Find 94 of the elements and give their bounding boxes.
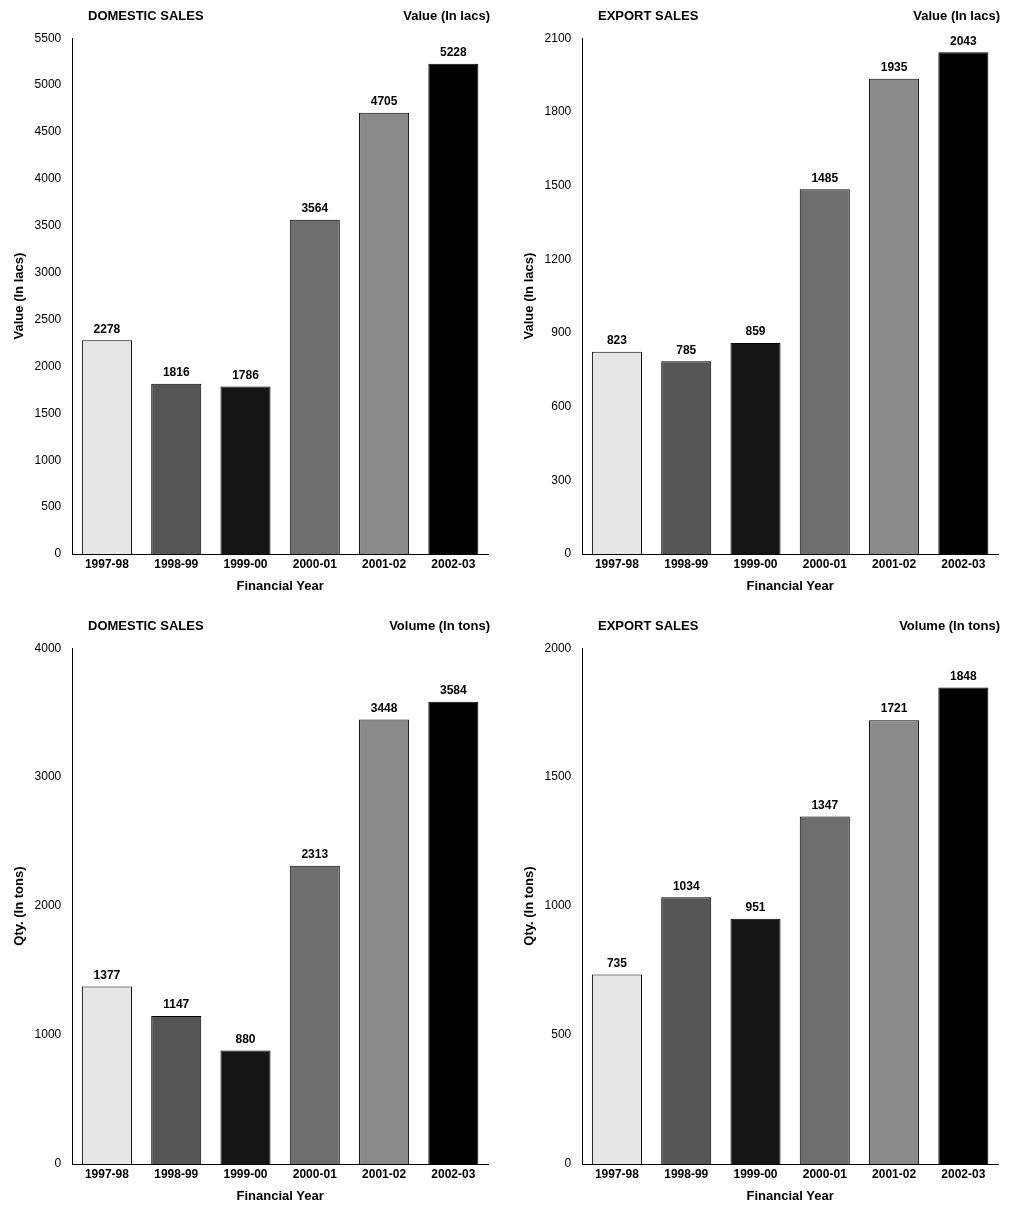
x-tick-label: 1999-00: [223, 1166, 268, 1181]
data-label: 4705: [370, 94, 398, 109]
y-tick-label: 300: [551, 472, 572, 487]
chart-title: EXPORT SALES: [598, 618, 699, 635]
y-axis-title: Qty. (In tons): [521, 866, 537, 946]
data-label: 1935: [880, 60, 908, 75]
y-tick-label: 0: [564, 1156, 572, 1171]
y-tick-label: 4500: [34, 124, 62, 139]
x-tick-label: 1998-99: [154, 1166, 199, 1181]
data-label: 3584: [440, 683, 468, 698]
y-tick-label: 900: [551, 325, 572, 340]
y-tick-label: 3000: [34, 769, 62, 784]
y-tick-label: 2000: [34, 358, 62, 373]
y-tick-label: 2500: [34, 311, 62, 326]
data-label: 1147: [163, 997, 190, 1012]
data-label: 1721: [880, 701, 908, 716]
y-tick-label: 2000: [34, 898, 62, 913]
x-tick-label: 2002-03: [431, 1166, 476, 1181]
x-tick-label: 2001-02: [362, 556, 407, 571]
data-label: 2043: [950, 33, 978, 48]
x-tick-label: 2001-02: [872, 556, 917, 571]
y-tick-label: 1500: [544, 769, 572, 784]
chart-subtitle: Value (In lacs): [403, 8, 490, 25]
chart-subtitle: Volume (In tons): [899, 618, 1000, 635]
chart-title: EXPORT SALES: [598, 8, 699, 25]
data-label: 1848: [950, 668, 978, 683]
y-tick-label: 1000: [34, 452, 62, 467]
y-tick-label: 0: [54, 1156, 62, 1171]
data-label: 1347: [811, 797, 839, 812]
x-axis-title: Financial Year: [236, 577, 324, 593]
x-axis-title: Financial Year: [746, 1187, 834, 1203]
chart-subtitle: Volume (In tons): [389, 618, 490, 635]
data-label: 735: [606, 955, 628, 970]
y-tick-label: 500: [41, 499, 62, 514]
y-tick-label: 1500: [34, 405, 62, 420]
y-tick-label: 2100: [544, 30, 572, 45]
x-tick-label: 2002-03: [941, 1166, 986, 1181]
data-label: 785: [676, 342, 697, 357]
y-tick-label: 0: [564, 546, 572, 561]
data-label: 880: [235, 1031, 256, 1046]
data-label: 823: [606, 333, 628, 348]
y-tick-label: 3500: [34, 218, 62, 233]
data-label: 859: [745, 324, 766, 339]
y-tick-label: 1000: [544, 898, 572, 913]
data-label: 2313: [301, 847, 329, 862]
x-tick-label: 1998-99: [154, 556, 199, 571]
data-label: 1816: [162, 365, 190, 379]
y-tick-label: 1800: [544, 104, 572, 119]
x-tick-label: 2001-02: [872, 1166, 917, 1181]
y-tick-label: 3000: [34, 264, 62, 279]
x-tick-label: 1999-00: [733, 556, 778, 571]
y-tick-label: 4000: [34, 171, 62, 186]
y-tick-label: 5000: [34, 77, 62, 92]
x-tick-label: 1997-98: [594, 1166, 640, 1181]
y-axis-title: Qty. (In tons): [11, 866, 27, 946]
data-label: 1786: [232, 367, 260, 382]
x-tick-label: 2001-02: [362, 1166, 407, 1181]
y-tick-label: 600: [551, 398, 572, 413]
y-axis-title: Value (In lacs): [11, 252, 27, 340]
y-tick-label: 2000: [544, 640, 572, 655]
chart-title: DOMESTIC SALES: [88, 618, 204, 635]
x-tick-label: 2000-01: [292, 556, 338, 571]
x-tick-label: 1999-00: [223, 556, 268, 571]
x-tick-label: 1999-00: [733, 1166, 778, 1181]
y-tick-label: 4000: [34, 640, 62, 655]
chart-title: DOMESTIC SALES: [88, 8, 204, 25]
y-tick-label: 500: [551, 1027, 572, 1042]
x-tick-label: 2002-03: [941, 556, 986, 571]
data-label: 1377: [93, 967, 121, 982]
x-tick-label: 1997-98: [84, 556, 130, 571]
x-tick-label: 1997-98: [594, 556, 640, 571]
x-axis-title: Financial Year: [746, 577, 834, 593]
x-tick-label: 2000-01: [802, 1166, 848, 1181]
y-tick-label: 1000: [34, 1027, 62, 1042]
data-label: 951: [745, 900, 766, 915]
y-tick-label: 1500: [544, 177, 572, 192]
x-tick-label: 1997-98: [84, 1166, 130, 1181]
data-label: 2278: [93, 321, 121, 336]
data-label: 5228: [440, 45, 468, 60]
chart-subtitle: Value (In lacs): [913, 8, 1000, 25]
x-tick-label: 1998-99: [664, 1166, 709, 1181]
data-label: 3564: [301, 201, 329, 216]
y-tick-label: 0: [54, 546, 62, 561]
y-tick-label: 5500: [34, 30, 62, 45]
data-label: 1485: [811, 170, 839, 185]
x-axis-title: Financial Year: [236, 1187, 324, 1203]
x-tick-label: 1998-99: [664, 556, 709, 571]
data-label: 3448: [370, 700, 398, 715]
y-tick-label: 1200: [544, 251, 572, 266]
x-tick-label: 2000-01: [292, 1166, 338, 1181]
x-tick-label: 2000-01: [802, 556, 848, 571]
x-tick-label: 2002-03: [431, 556, 476, 571]
y-axis-title: Value (In lacs): [521, 252, 537, 340]
data-label: 1034: [672, 878, 700, 893]
